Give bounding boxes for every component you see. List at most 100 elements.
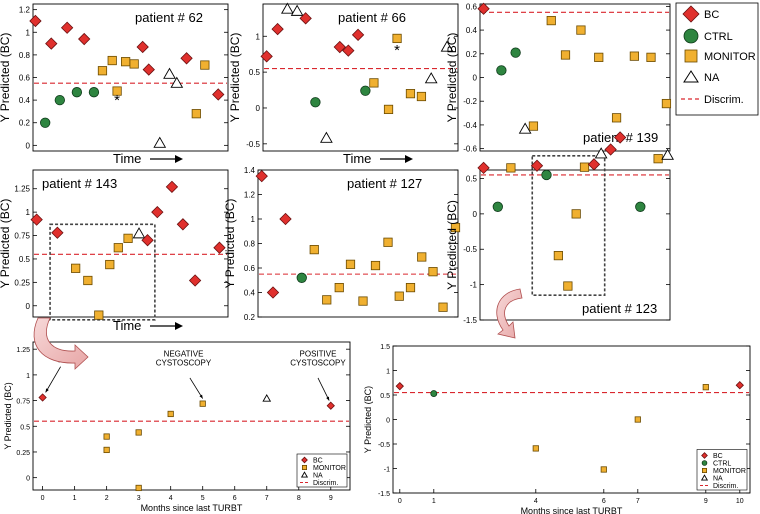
y-tick-label: 0.2: [466, 50, 478, 59]
point-bc: [271, 22, 284, 36]
chart-p123: -1.5 -1 -0.5 0 0.5 Y Predicted (BC) patient # …: [445, 122, 675, 325]
annotation-negative-cystoscopy: NEGATIVE: [164, 349, 204, 358]
point-monitor: [563, 281, 573, 291]
small-legend-marker-ctrl: [701, 460, 708, 466]
point-bc: [136, 40, 149, 54]
point-monitor: [392, 33, 402, 44]
point-monitor: [428, 267, 438, 277]
x-tick-label: 0: [398, 498, 402, 505]
point-bc: [477, 2, 490, 15]
y-tick-label: 1: [251, 215, 256, 224]
x-axis-label: Months since last TURBT: [521, 506, 623, 514]
point-monitor: [553, 251, 563, 261]
point-monitor: [97, 66, 108, 76]
legend-ctrl-label: CTRL: [704, 31, 733, 43]
point-bc: [587, 158, 601, 171]
x-tick-label: 0: [41, 495, 45, 502]
point-bc: [142, 63, 155, 76]
y-tick-label: 1: [26, 373, 30, 380]
y-tick-label: -0.2: [463, 97, 477, 106]
y-tick-label: -1: [470, 281, 478, 290]
point-bc: [176, 218, 190, 231]
panel-title: patient # 66: [338, 10, 406, 25]
plot-frame: [262, 3, 459, 152]
point-ctrl: [635, 201, 646, 212]
point-monitor: [369, 78, 379, 88]
point-monitor: [322, 295, 332, 305]
panel-title: patient # 123: [582, 301, 657, 316]
point-bc: [51, 226, 64, 239]
y-tick-label: -1.5: [463, 316, 477, 325]
y-tick-label: 0.2: [19, 119, 31, 128]
point-bc: [530, 159, 544, 172]
point-na: [594, 147, 608, 159]
y-tick-label: 1.25: [14, 185, 30, 194]
y-tick-label: 0: [473, 210, 478, 219]
zoom-arrow-right: [496, 288, 523, 339]
small-legend-label: Discrim.: [713, 483, 738, 490]
point-na: [440, 40, 454, 52]
x-tick-label: 10: [736, 498, 744, 505]
point-monitor: [579, 162, 590, 172]
point-bc: [213, 241, 226, 254]
small-legend-label: CTRL: [713, 461, 731, 468]
point-na: [319, 131, 333, 143]
y-tick-label: 0: [26, 141, 31, 150]
x-tick-label: 2: [105, 495, 109, 502]
point-monitor: [309, 245, 319, 255]
small-legend-label: BC: [713, 453, 723, 460]
point-monitor: [532, 445, 539, 452]
panel-title: patient # 62: [135, 10, 203, 25]
y-axis-label: Y Predicted (BC): [3, 382, 13, 449]
y-tick-label: 0: [473, 74, 478, 83]
small-legend-marker-monitor: [301, 464, 307, 470]
annotation-positive-cystoscopy: POSITIVE: [300, 349, 337, 358]
y-tick-label: 0.2: [244, 313, 256, 322]
point-bc: [38, 393, 47, 402]
y-tick-label: 0.4: [466, 26, 478, 35]
chart-p139: -0.6-0.4-0.200.20.40.6Y Predicted (BC)pa…: [445, 2, 672, 154]
time-arrow-head: [175, 155, 183, 163]
point-monitor: [611, 113, 622, 123]
point-bc: [180, 52, 193, 65]
y-tick-label: 0.4: [244, 289, 256, 298]
y-tick-label: 0.5: [20, 424, 30, 431]
y-tick-label: 1.2: [244, 191, 256, 200]
small-legend-marker-na: [300, 471, 309, 478]
x-tick-label: 9: [329, 495, 333, 502]
y-tick-label: 0.25: [14, 278, 30, 287]
y-tick-label: 0.4: [19, 96, 31, 105]
point-bc: [78, 32, 91, 46]
point-na: [280, 2, 294, 14]
y-tick-label: 0: [26, 476, 30, 483]
point-monitor: [594, 52, 604, 62]
y-axis-label: Y Predicted (BC): [445, 200, 459, 290]
y-tick-label: 0: [386, 418, 390, 425]
chart-p127: 0.2 0.4 0.6 0.8 1 1.2 1.4 Y Predicted (BC) patie…: [223, 166, 461, 322]
x-tick-label: 9: [704, 498, 708, 505]
legend-ctrl-marker: [683, 28, 699, 44]
point-bc: [29, 14, 42, 28]
legend-monitor-marker: [684, 49, 698, 63]
point-na: [153, 136, 167, 148]
point-na: [132, 227, 146, 239]
point-monitor: [546, 15, 556, 26]
point-monitor: [345, 259, 356, 269]
y-axis-label: Y Predicted (BC): [363, 386, 373, 453]
point-monitor: [383, 104, 394, 115]
small-legend-marker-bc: [701, 452, 708, 459]
plot-frame: [32, 3, 229, 152]
main-legend: BC CTRL MONITOR NA Discrim.: [675, 2, 759, 116]
point-monitor: [560, 50, 571, 60]
small-legend-label: MONITOR: [313, 465, 346, 472]
annotation-positive-cystoscopy-arrowhead: [326, 396, 330, 401]
y-tick-label: 1: [386, 369, 390, 376]
point-bc: [735, 381, 744, 390]
point-monitor: [394, 291, 404, 301]
plot-frame: [257, 169, 459, 318]
point-monitor: [71, 263, 81, 273]
chart-zoom143: 0 0.25 0.5 0.75 1 1.25 0 1 2 3 4 5 6 7 8 9 Months since …: [3, 341, 351, 513]
point-monitor: [370, 260, 381, 271]
point-monitor: [103, 433, 110, 440]
